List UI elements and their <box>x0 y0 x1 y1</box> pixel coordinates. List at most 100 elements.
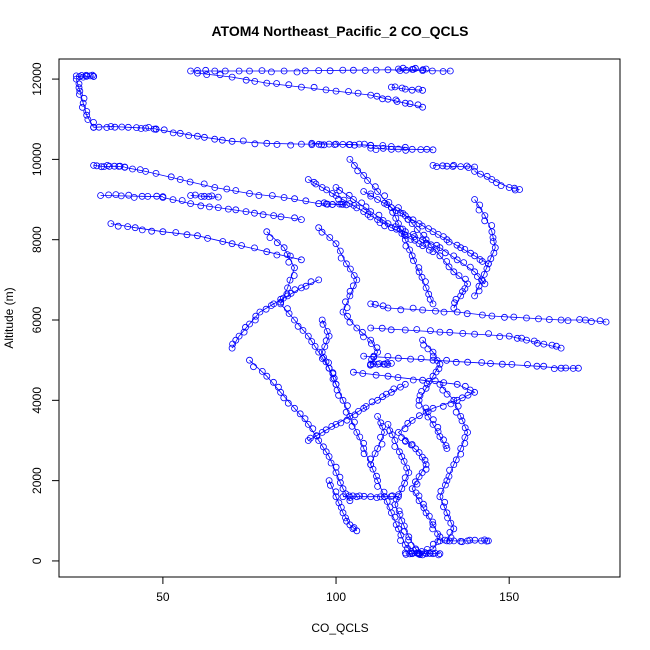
data-point <box>439 386 447 394</box>
data-point <box>384 361 392 368</box>
data-point <box>425 246 433 254</box>
data-point <box>410 257 417 265</box>
data-point <box>202 66 210 74</box>
data-point <box>322 86 330 94</box>
data-point <box>394 525 402 533</box>
series-line-segment <box>370 303 607 323</box>
data-point <box>194 232 201 240</box>
data-point <box>336 200 344 208</box>
data-point <box>501 313 508 321</box>
data-point <box>197 202 205 210</box>
data-point <box>481 212 489 220</box>
data-point <box>431 549 439 557</box>
data-point <box>360 439 368 447</box>
data-point <box>422 404 430 412</box>
data-point <box>466 263 474 271</box>
plot-frame <box>58 58 621 578</box>
data-point <box>422 239 430 247</box>
data-point <box>318 316 326 324</box>
data-point <box>106 162 113 170</box>
data-point <box>498 360 506 368</box>
data-point <box>407 235 415 243</box>
data-point <box>429 404 437 412</box>
data-point <box>273 239 281 247</box>
data-point <box>505 332 513 340</box>
data-point <box>471 388 479 396</box>
data-point <box>488 176 496 183</box>
data-point <box>308 338 316 345</box>
data-point <box>353 324 361 332</box>
data-point <box>200 133 208 141</box>
data-point <box>429 525 437 533</box>
data-point <box>348 422 356 430</box>
data-point <box>336 247 344 255</box>
data-point <box>304 332 312 340</box>
data-point <box>296 410 304 418</box>
data-point <box>214 204 222 212</box>
data-point <box>497 182 505 190</box>
data-point <box>345 492 353 500</box>
data-point <box>475 206 483 214</box>
data-point <box>383 201 391 208</box>
data-point <box>224 205 232 213</box>
data-point <box>315 437 323 444</box>
data-point <box>286 252 294 260</box>
data-point <box>557 364 565 372</box>
data-point <box>550 365 558 373</box>
data-point <box>429 372 437 380</box>
series-line-segment <box>231 279 319 349</box>
data-point <box>390 385 398 393</box>
data-point <box>176 129 184 137</box>
data-point <box>90 123 97 131</box>
data-point <box>464 358 472 366</box>
data-point <box>450 304 458 312</box>
data-point <box>425 225 432 233</box>
data-point <box>450 252 458 260</box>
data-point <box>440 379 448 387</box>
data-point <box>464 428 472 436</box>
data-point <box>291 195 299 203</box>
data-point <box>461 439 469 447</box>
data-point <box>433 163 441 171</box>
data-point <box>418 387 426 395</box>
data-point <box>575 364 582 372</box>
data-point <box>138 226 146 234</box>
data-point <box>394 65 402 73</box>
data-point <box>582 316 589 324</box>
data-point <box>407 355 415 363</box>
data-point <box>394 220 402 228</box>
data-point <box>75 84 83 92</box>
data-point <box>354 89 362 97</box>
data-point <box>435 551 443 559</box>
data-point <box>118 123 126 131</box>
data-point <box>476 201 484 209</box>
data-point <box>459 288 466 296</box>
data-point <box>402 242 410 250</box>
series-line-segment <box>353 371 476 445</box>
data-point <box>117 192 125 200</box>
data-point <box>436 360 444 368</box>
data-point <box>457 412 465 420</box>
data-point <box>422 384 430 392</box>
data-point <box>439 68 447 75</box>
data-point <box>186 178 194 186</box>
data-point <box>90 72 97 80</box>
data-point <box>419 66 427 74</box>
data-point <box>211 135 219 143</box>
data-point <box>354 167 362 175</box>
data-point <box>452 358 460 366</box>
data-point <box>371 450 379 458</box>
data-point <box>262 305 270 313</box>
data-point <box>404 419 412 427</box>
data-point <box>90 161 97 169</box>
data-point <box>436 252 444 260</box>
data-point <box>398 84 406 92</box>
data-point <box>332 493 340 501</box>
data-point <box>232 336 240 344</box>
data-point <box>337 419 345 427</box>
data-point <box>443 477 451 485</box>
data-point <box>129 165 136 173</box>
data-point <box>458 417 466 425</box>
data-point <box>246 67 253 75</box>
data-point <box>405 533 413 541</box>
